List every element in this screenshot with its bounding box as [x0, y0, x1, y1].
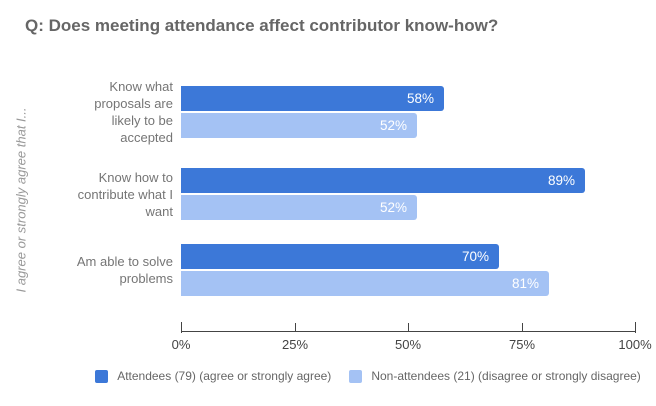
bar-value-label: 58%: [406, 91, 434, 106]
legend-label: Attendees (79) (agree or strongly agree): [117, 369, 332, 383]
bar-non-attendees: 52%: [181, 113, 417, 138]
category-label: Know how to contribute what I want: [77, 169, 173, 219]
legend: Attendees (79) (agree or strongly agree)…: [40, 369, 656, 383]
legend-item-attendees: Attendees (79) (agree or strongly agree): [95, 369, 331, 383]
bar-attendees: 89%: [181, 168, 585, 193]
x-axis-tick: [522, 323, 523, 331]
x-axis-tick-label: 75%: [508, 337, 536, 352]
bar-value-label: 52%: [379, 200, 407, 215]
category-label: Know what proposals are likely to be acc…: [94, 79, 173, 145]
chart-title: Q: Does meeting attendance affect contri…: [25, 16, 499, 35]
bar-non-attendees: 52%: [181, 195, 417, 220]
legend-swatch-non-attendees: [349, 369, 363, 383]
x-axis-tick-label: 0%: [171, 337, 191, 352]
bar-non-attendees: 81%: [181, 271, 549, 296]
x-axis-tick: [295, 323, 296, 331]
bar-value-label: 81%: [511, 276, 539, 291]
x-axis-tick: [635, 322, 636, 333]
x-axis-line: [181, 331, 636, 332]
bar-value-label: 89%: [547, 173, 575, 188]
bar-attendees: 70%: [181, 244, 499, 269]
legend-swatch-attendees: [95, 369, 109, 383]
x-axis-tick: [181, 322, 182, 333]
legend-item-non-attendees: Non-attendees (21) (disagree or strongly…: [349, 369, 641, 383]
bar-value-label: 70%: [461, 249, 489, 264]
category-label: Am able to solve problems: [76, 254, 173, 286]
legend-label: Non-attendees (21) (disagree or strongly…: [371, 369, 641, 383]
x-axis-tick-label: 50%: [394, 337, 422, 352]
bar-value-label: 52%: [379, 118, 407, 133]
y-axis-title: I agree or strongly agree that I...: [13, 107, 29, 293]
bar-attendees: 58%: [181, 86, 444, 111]
x-axis-tick: [408, 323, 409, 331]
x-axis-tick-label: 25%: [281, 337, 309, 352]
x-axis-tick-label: 100%: [618, 337, 652, 352]
